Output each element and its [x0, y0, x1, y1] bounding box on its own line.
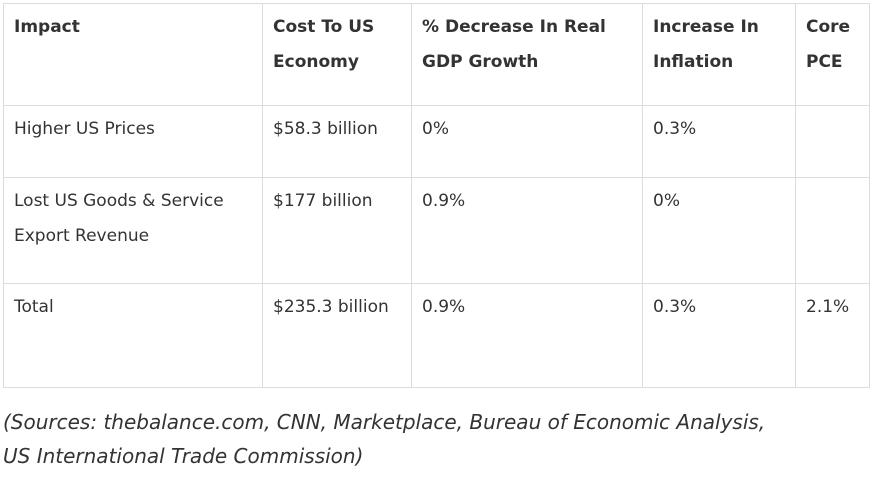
sources-line-2: US International Trade Commission): [3, 444, 364, 468]
cell-impact: Total: [3, 283, 263, 388]
cell-inflation-increase: 0.3%: [642, 283, 796, 388]
cell-inflation-increase: 0.3%: [642, 105, 796, 178]
header-cost: Cost To US Economy: [262, 3, 412, 106]
impact-table: Impact Cost To US Economy % Decrease In …: [3, 3, 870, 388]
header-core-pce: Core PCE: [795, 3, 870, 106]
cell-core-pce: 2.1%: [795, 283, 870, 388]
cell-cost: $58.3 billion: [262, 105, 412, 178]
cell-gdp-decrease: 0.9%: [411, 283, 643, 388]
cell-gdp-decrease: 0.9%: [411, 177, 643, 284]
table-row: Total $235.3 billion 0.9% 0.3% 2.1%: [3, 283, 870, 388]
cell-impact: Lost US Goods & Service Export Revenue: [3, 177, 263, 284]
cell-impact: Higher US Prices: [3, 105, 263, 178]
table-row: Lost US Goods & Service Export Revenue $…: [3, 177, 870, 284]
cell-core-pce: [795, 177, 870, 284]
sources-note: (Sources: thebalance.com, CNN, Marketpla…: [3, 405, 869, 473]
header-gdp-decrease: % Decrease In Real GDP Growth: [411, 3, 643, 106]
cell-cost: $177 billion: [262, 177, 412, 284]
header-inflation-increase: Increase In Inflation: [642, 3, 796, 106]
header-impact: Impact: [3, 3, 263, 106]
cell-inflation-increase: 0%: [642, 177, 796, 284]
cell-gdp-decrease: 0%: [411, 105, 643, 178]
sources-line-1: (Sources: thebalance.com, CNN, Marketpla…: [3, 410, 766, 434]
table-header-row: Impact Cost To US Economy % Decrease In …: [3, 3, 870, 106]
cell-cost: $235.3 billion: [262, 283, 412, 388]
table-row: Higher US Prices $58.3 billion 0% 0.3%: [3, 105, 870, 178]
cell-core-pce: [795, 105, 870, 178]
